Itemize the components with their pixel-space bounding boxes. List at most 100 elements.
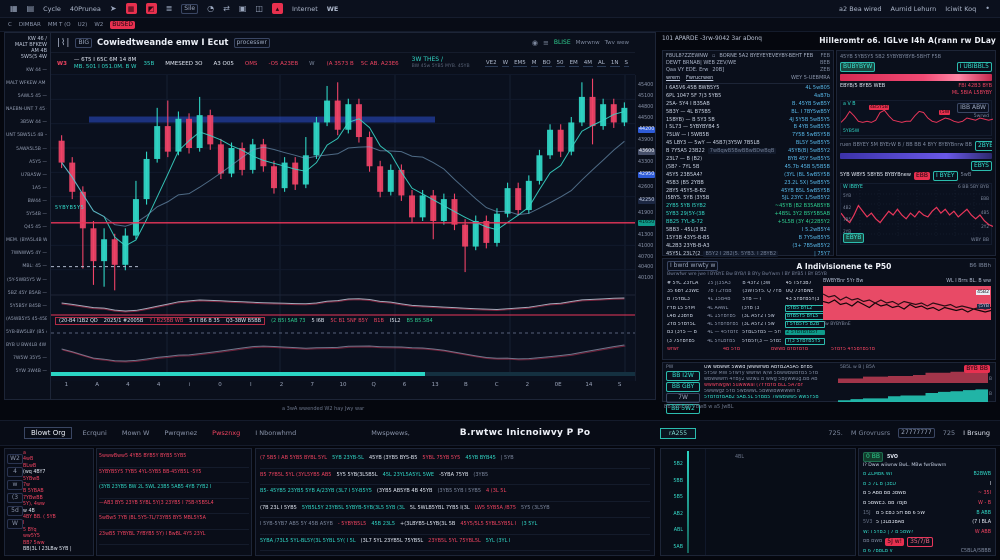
subbar-item[interactable]: DIMBAR	[18, 21, 41, 28]
sidebar-label[interactable]: 5Y54B —	[26, 212, 47, 218]
market-row[interactable]: B 7Y5A5 23B22 7wBqwB5BwBBwBDwBqB 45YB(B)…	[666, 148, 830, 155]
sidebar-label[interactable]: 5AWA5L5B —	[16, 146, 47, 152]
layers-icon[interactable]: ▣	[238, 4, 247, 13]
purple-chip[interactable]: EBYS	[970, 160, 992, 171]
sidebar-label[interactable]: MBL: 45 —	[22, 264, 47, 270]
market-row[interactable]: 75LW — I 5WB5B 7Y5B 5wB5Y5B	[666, 132, 830, 139]
timeframe-button[interactable]: 1N	[609, 60, 620, 67]
market-row[interactable]: 4L2B3 23YB-B-A3 (3+ 7B5wB5Y2	[666, 242, 830, 249]
timeframe-button[interactable]: EM	[568, 60, 579, 67]
market-row[interactable]: 15Y3B 43Y5-B-B5 B 7Y5wB5Y5	[666, 234, 830, 241]
panel-c-row[interactable]: I 5YB-5YB7 AB5 5Y 45B A5YB - 5YBYB5L5 45B …	[260, 518, 650, 535]
widget-row2-teal[interactable]: I BYEY	[933, 170, 958, 181]
sidebar-label[interactable]: MALT WFKEW AM 44 —	[6, 81, 47, 87]
market-row[interactable]: 45Y5 23B5A4? (3YL (BL 5wB5Y5B	[666, 171, 830, 178]
sidebar-label[interactable]: 7WNWW5 4Y —	[10, 251, 47, 257]
strip-chip[interactable]: BB GBY	[666, 382, 700, 392]
eye-icon[interactable]: ◉	[531, 38, 538, 47]
strip-chip[interactable]: BB 5W2	[666, 404, 700, 414]
strip-row[interactable]: 5wwwgz 5YB 5wBwwL 5BwwBwwwwn B	[704, 389, 801, 394]
metrics-row[interactable]: B 3 7L B (3ED I	[863, 481, 991, 487]
bottom-tab[interactable]: Pwsznxg	[212, 429, 241, 437]
sidebar-label[interactable]: 3B5W 44 —	[20, 120, 47, 126]
sidebar-label[interactable]: 5BZ 45Y B5AB —	[7, 290, 47, 296]
chart-app-icon[interactable]: ▦	[125, 3, 137, 14]
panel-icon[interactable]: ◫	[255, 4, 263, 13]
bottom-tab[interactable]: Ecrquni	[82, 429, 107, 437]
menu-internet[interactable]: Internet	[291, 4, 318, 13]
widget-row1-chip[interactable]: 2BYBYT	[974, 140, 992, 151]
subbar-item[interactable]: U2)	[77, 21, 88, 28]
panel-a-icon[interactable]: W	[7, 519, 23, 529]
inst-table-row[interactable]: 2YB 5YBY5L 4L 5YBYBYB5 (3L A5Y2 I 5w I 5YB…	[667, 320, 826, 329]
market-row[interactable]: 2YB5 5YB I5YB2 ~45YB (B2 B35AB5YB	[666, 203, 830, 210]
sidebar-label[interactable]: BYB U BW4LB 4W —	[6, 342, 47, 348]
sidebar-label[interactable]: 1A5 —	[31, 185, 47, 191]
list-icon[interactable]: ≣	[165, 4, 173, 13]
panel-b-row[interactable]: 5wBw5 7YB (BL 5Y5-7L/73YB5 BY5 MBL5Y5A	[99, 514, 249, 530]
panel-c-row[interactable]: 5YBA /73L5 5YL-BL5Y(3L 5YBL 5Y( I 5L (3L7…	[260, 535, 650, 551]
strip-row[interactable]: 5Y5w MW 5YwYy wwrwl w/w 5BwwBwBYB5 5YB	[704, 371, 819, 376]
strip-row[interactable]: Uw wBwwt 5wwd jwwwrwB ABYB2A5A5 BYB5	[704, 365, 813, 370]
panel-a-icon[interactable]: 4	[7, 467, 23, 477]
menu-process[interactable]: 40Prunea	[69, 4, 101, 13]
market-tab-2[interactable]: Fwrucrwen	[685, 75, 714, 81]
inst-table-row[interactable]: 35 6BY 23WE 7b T.2YBB (3WT5Y5. Q 7YB UQ 73…	[667, 288, 814, 294]
bottom-tab[interactable]: Mown W	[121, 429, 150, 437]
market-row[interactable]: 6PL 1047 5F 7(3 5YB5 4aB7b	[666, 92, 830, 99]
inst-table-row[interactable]: (3 75YBYB5 4L 5YLBYB5 5YB5Y(3 — 5YB5 7(3 5…	[667, 337, 826, 345]
inst-table-row[interactable]: FYB L5 5YM 4L AAWL (3YB (3 5YB5 BYL2	[667, 304, 826, 312]
inst-table-row[interactable]: L4B 23BYB 4L 15YBYB5 (3L A5Y2 I 5w BYB5Y5 …	[667, 312, 826, 320]
inst-table-row[interactable]: B3 (3Y5 — B4L — 45YBYB 5YBL5YB5 — 5YB52 …	[667, 329, 825, 337]
metrics-row[interactable]: 5V3 5 (3LB3BAB (7 I BLA	[863, 520, 991, 526]
metrics-row[interactable]: B 5 ABB BB 3BWB ~ 35I	[863, 491, 991, 497]
panel-a-icon[interactable]: (3	[7, 493, 23, 503]
document-icon[interactable]: ▤	[26, 4, 35, 13]
market-row[interactable]: 15BYB) — B 5Y3 5B 4J 5Y5B 5wB5Y5	[666, 116, 830, 123]
panel-c-row[interactable]: B5 7YB5L 5YL (3YL5YB5 AB5 5Y5 5YB(3L5B5L 4…	[260, 469, 650, 485]
market-row[interactable]: 5BB3 - 45L(3 B2 I 5.2wB5Y4	[666, 226, 830, 233]
sidebar-label[interactable]: Q45 45 —	[24, 225, 47, 231]
market-sub3a[interactable]: Qaa VY EDE. Erw	[666, 67, 709, 73]
market-row[interactable]: I 6A5V6.45B BWB5Y5 4L 5wB05	[666, 84, 830, 91]
head-right-item[interactable]: Twv wew	[604, 39, 629, 46]
panel-a-icon[interactable]: w	[7, 480, 23, 490]
market-row[interactable]: 23L7 — B (B2) BYB 45Y 5wB5Y5	[666, 155, 830, 162]
bused-badge[interactable]: BUSED	[110, 20, 135, 29]
metrics-row[interactable]: B 5BWE3. BB 7BJB W - B	[863, 501, 991, 507]
sidebar-label[interactable]: 7W5W 35Y5 —	[12, 356, 47, 362]
menu-we[interactable]: WE	[326, 4, 339, 13]
tabbar-right-item[interactable]: M Grovrusrs	[850, 429, 891, 437]
sidebar-label[interactable]: (5Y-5WB5Y5 W —	[7, 277, 47, 283]
subbar-item[interactable]: W2	[94, 21, 104, 28]
timeframe-button[interactable]: VE2	[484, 60, 498, 67]
swap-icon[interactable]: ⇄	[223, 4, 230, 13]
market-row[interactable]: 2BY5 45Y5-B-B2 45YB B5L 5wB5Y5B	[666, 187, 830, 194]
widget-chip-b[interactable]: I UBIBBL5	[956, 61, 992, 72]
sidebar-label[interactable]: 5YW 3W4B —	[15, 369, 47, 375]
timeframe-button[interactable]: 50	[555, 60, 565, 67]
metrics-row[interactable]: B 6 7BBLB V C5BLA/5BBB	[863, 549, 991, 555]
sidebar-label[interactable]: NAEBN-UNT 7 45 —	[6, 107, 47, 113]
tab-blowt-org[interactable]: Blowt Org	[24, 427, 73, 439]
timeframe-button[interactable]: 4M	[582, 60, 594, 67]
sidebar-label[interactable]: A5Y5 —	[29, 159, 47, 165]
spark-box[interactable]: IBB ABW	[957, 102, 989, 113]
metrics-row[interactable]: B ZLMBK WI B2BWB	[863, 472, 991, 478]
market-row[interactable]: (5B? - 7YL 5B 45.7b 45B 5/5B5B	[666, 163, 830, 170]
sidebar-label[interactable]: MEM. (BYA5L4B W —	[6, 238, 47, 244]
metrics-row[interactable]: BB BWB 5J w! 35/7/B	[863, 536, 991, 547]
market-row[interactable]: I5BY5. 5YB (3Y5B 5JL 23YC 1/5wB5Y2	[666, 195, 830, 202]
timeframe-button[interactable]: EM5	[513, 60, 527, 67]
sidebar-label[interactable]: KW 44 —	[26, 68, 47, 73]
timeframe-button[interactable]: AL	[597, 60, 606, 67]
metrics-row[interactable]: 15J B 5 EB3 5H BB 6 5W B ABB	[863, 510, 991, 516]
bottom-tab[interactable]: Pwrqwnez	[164, 429, 198, 437]
panel-c-row[interactable]: B5- 45YB5 23YB5 5YB A/23YB (3L7 I 5Y-B5Y…	[260, 485, 650, 502]
subbar-item[interactable]: MM T (O	[47, 21, 71, 28]
timeframe-button[interactable]: W	[501, 60, 510, 67]
subbar-item[interactable]: C	[8, 21, 12, 28]
tabbar-right-item[interactable]: I Brsung	[963, 429, 990, 437]
menu-files[interactable]: a2 Bea wired	[839, 4, 882, 13]
panel-b-row[interactable]: —AB3 BY5 23YB 5YBL 5Y(3 23YB5 I 75B-Y5B5…	[99, 499, 249, 514]
